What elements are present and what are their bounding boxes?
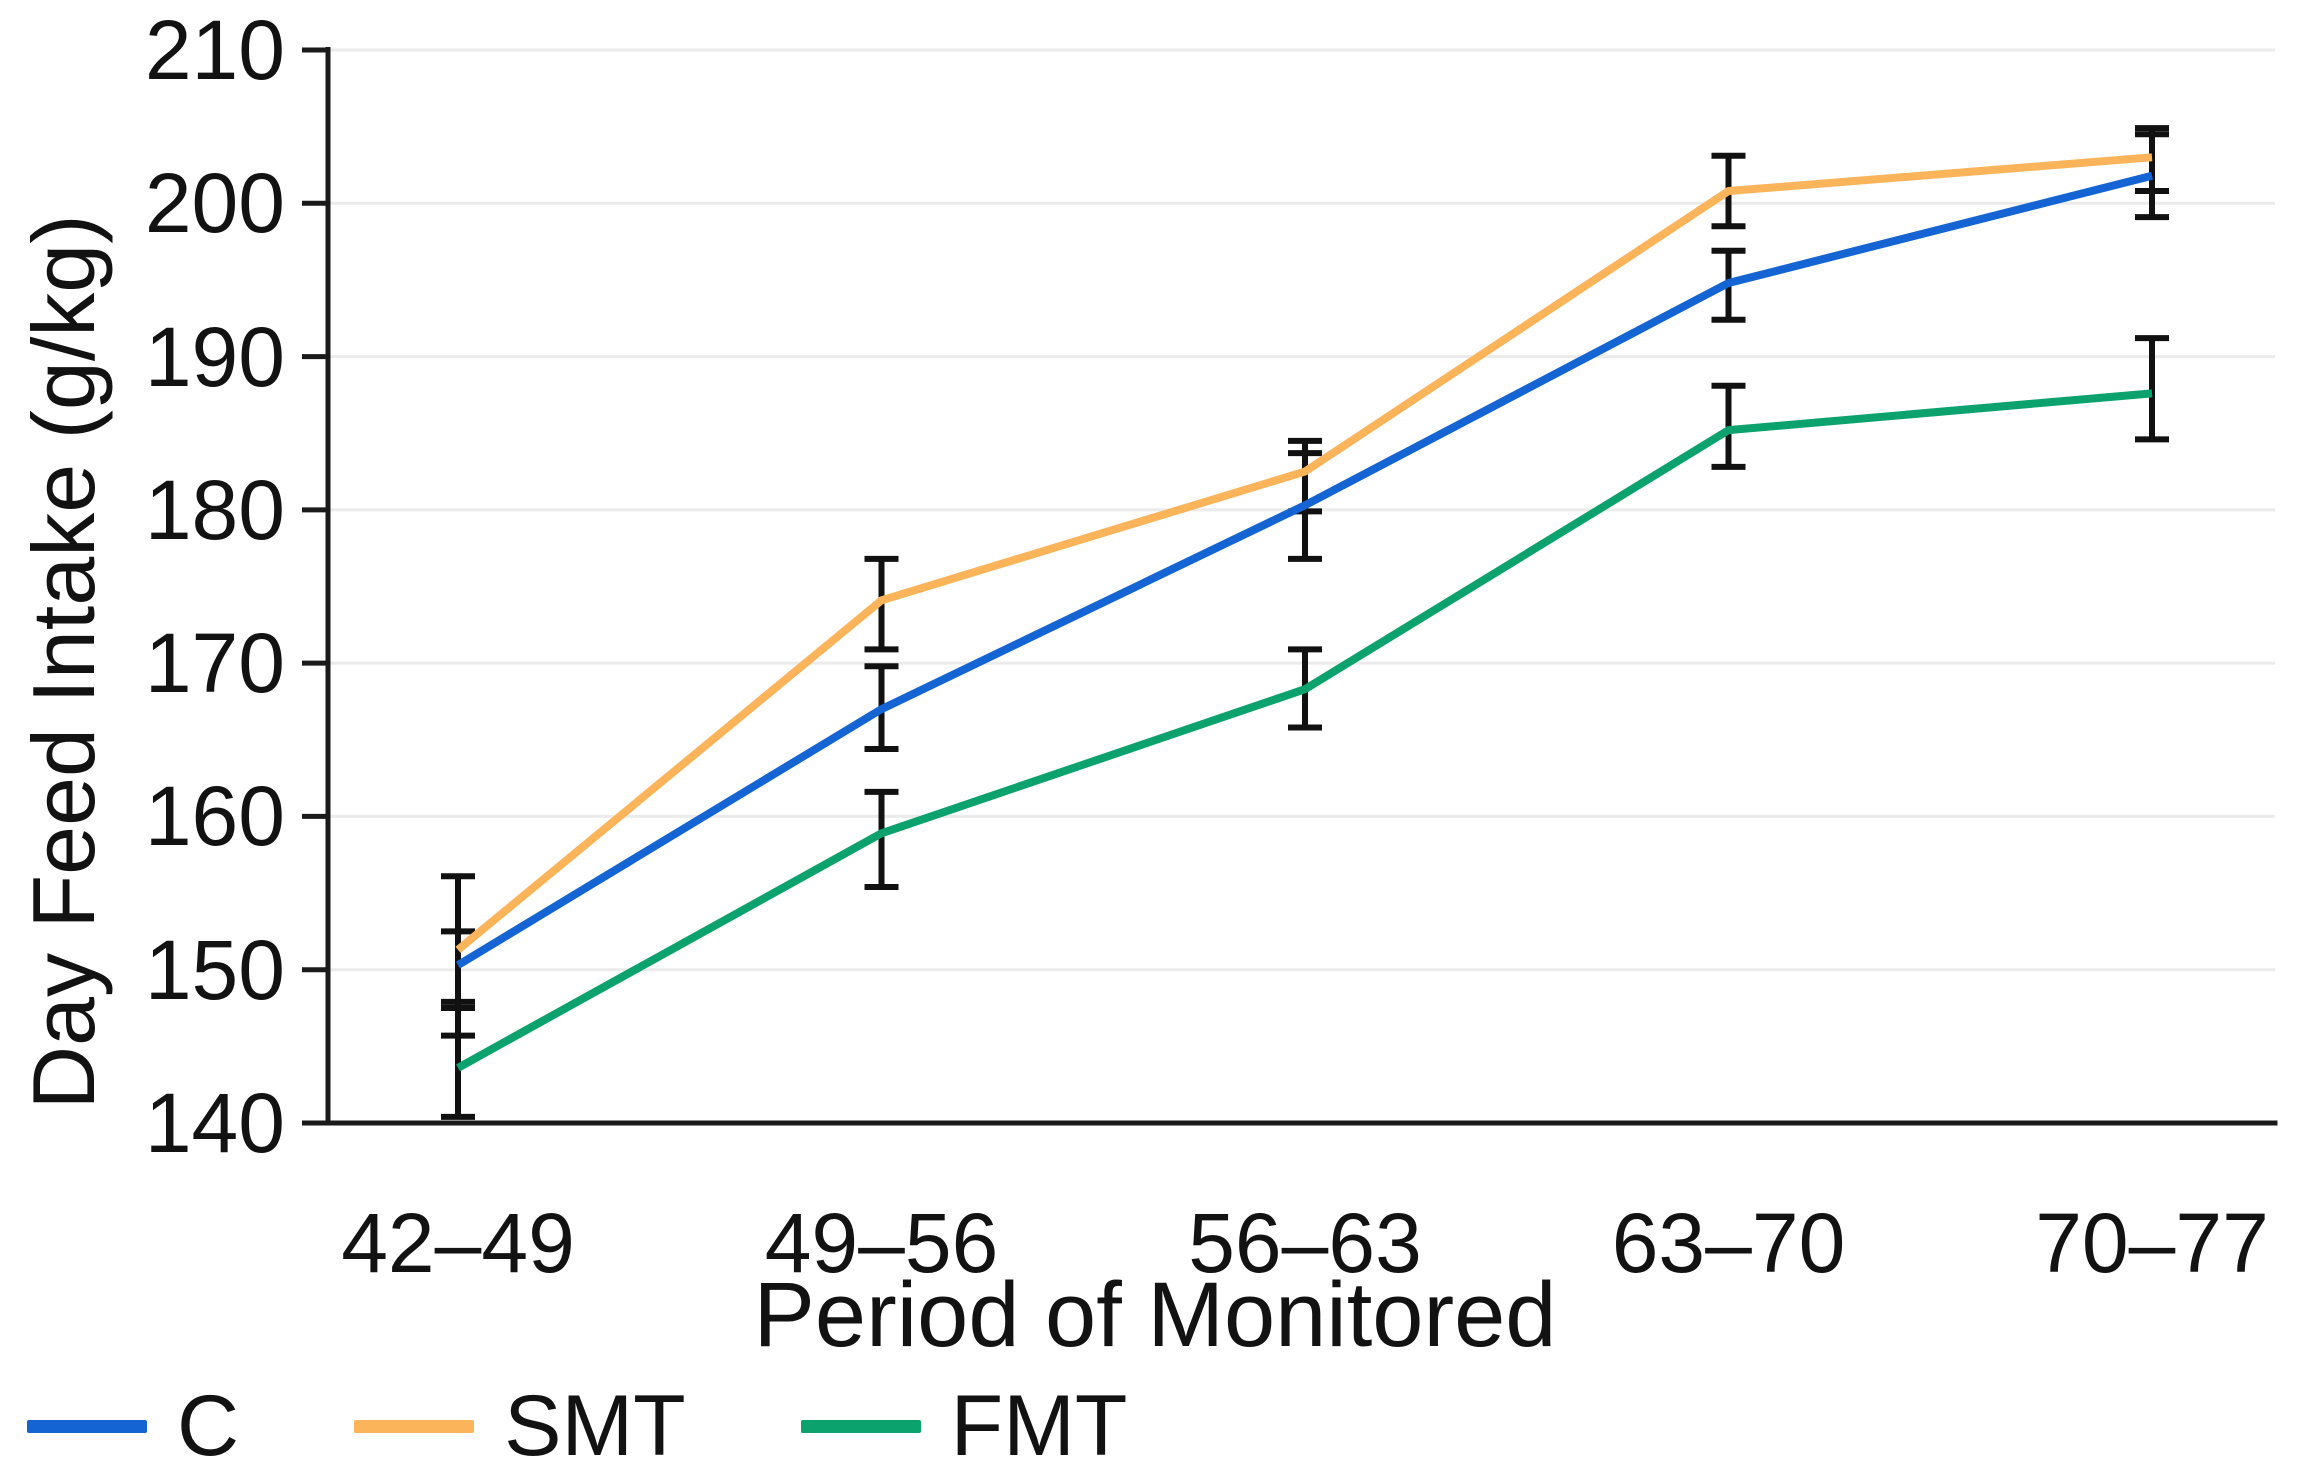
series-line-SMT [455,153,2153,953]
legend-swatch-c [27,1419,147,1433]
series-line-C [455,171,2153,969]
legend-swatch-smt [354,1419,475,1433]
series-line-FMT [456,389,2153,1072]
legend-label-smt: SMT [504,1378,686,1474]
legend-item-c: C [27,1383,239,1469]
x-tick-label-2: 56–63 [1188,1196,1422,1290]
legend-swatch-fmt [800,1419,921,1433]
legend-item-smt: SMT [354,1383,686,1469]
x-axis-title: Period of Monitored [753,1264,1557,1366]
y-axis-title: Day Feed Intake (g/kg) [14,214,113,1110]
x-tick-label-3: 63–70 [1611,1196,1846,1290]
x-tick-label-4: 70–77 [2035,1196,2269,1290]
x-tick-label-1: 49–56 [764,1196,999,1290]
y-tick-label-180: 180 [144,462,285,557]
y-tick-label-210: 210 [144,3,285,97]
legend-label-c: C [177,1378,240,1474]
y-tick-label-200: 200 [144,156,285,251]
y-tick-label-190: 190 [144,309,285,404]
y-tick-label-170: 170 [144,616,285,711]
y-tick-label-150: 150 [144,922,285,1017]
x-tick-label-0: 42–49 [341,1196,575,1290]
legend-item-fmt: FMT [800,1378,1128,1474]
y-tick-label-140: 140 [144,1076,285,1170]
y-tick-label-160: 160 [144,769,285,864]
legend: C SMT FMT [27,1383,1127,1469]
legend-label-fmt: FMT [950,1378,1128,1474]
